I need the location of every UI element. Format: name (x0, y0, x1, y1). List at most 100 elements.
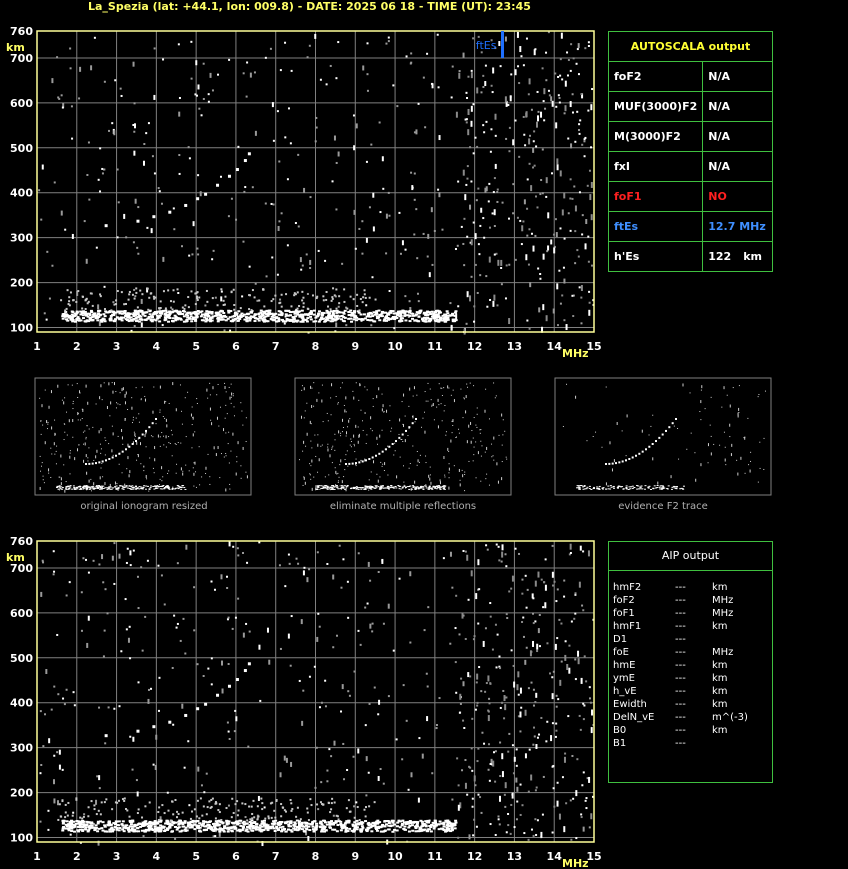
trace-e-point (443, 317, 447, 320)
trace-e-scatter (206, 806, 209, 809)
thumbnail-dot (55, 450, 57, 452)
trace-e-scatter (201, 814, 204, 817)
trace-e-point (411, 317, 415, 320)
noise-dot (330, 755, 333, 758)
trace-e-point (429, 317, 433, 320)
noise-dot (563, 237, 566, 240)
thumbnail-dot (212, 386, 214, 390)
noise-dot (569, 197, 572, 200)
thumbnail-e-trace (324, 485, 327, 487)
noise-dot (541, 813, 544, 816)
noise-dot (555, 729, 558, 732)
noise-dot (218, 831, 221, 837)
trace-e-point (261, 821, 265, 824)
trace-e-point (349, 317, 353, 320)
trace-e-point (196, 826, 200, 829)
thumbnail-dot (164, 417, 166, 419)
thumbnail-e-trace (138, 488, 141, 490)
thumbnail-dot (116, 402, 118, 404)
noise-dot (571, 754, 574, 757)
trace-e-scatter (295, 815, 298, 818)
trace-e-point (389, 311, 393, 314)
trace-e-point (154, 311, 158, 314)
thumbnail-dot (425, 400, 427, 402)
thumbnail-e-trace (85, 485, 88, 487)
trace-e-point (222, 315, 226, 318)
thumbnail-dot (430, 399, 432, 401)
thumbnail-dot (69, 455, 71, 459)
thumbnail-e-trace (157, 486, 160, 488)
noise-dot (551, 676, 554, 679)
noise-dot (438, 135, 441, 141)
trace-e-point (108, 310, 112, 313)
trace-e-point (297, 820, 301, 823)
thumbnail-e-trace (153, 488, 156, 490)
thumbnail-dot (353, 443, 355, 445)
thumbnail-f-trace (648, 445, 651, 448)
thumbnail-e-trace (109, 488, 112, 490)
noise-dot (484, 627, 487, 630)
thumbnail-dot (336, 473, 338, 475)
noise-dot (573, 185, 576, 188)
trace-e-point (240, 829, 244, 832)
thumbnail-dot (148, 490, 150, 492)
noise-dot (505, 613, 508, 616)
trace-e-scatter (246, 819, 249, 822)
trace-e-scatter (65, 307, 68, 310)
trace-e-point (384, 316, 388, 319)
trace-e-point (140, 318, 144, 321)
thumbnail-dot (439, 481, 441, 485)
trace-e-point (323, 821, 327, 824)
noise-dot (371, 630, 374, 633)
noise-dot (63, 703, 66, 706)
noise-dot (308, 675, 311, 678)
noise-dot (103, 629, 106, 632)
trace-e-point (363, 317, 367, 320)
noise-dot (495, 543, 498, 546)
trace-e-scatter (117, 799, 120, 802)
noise-dot (503, 717, 506, 720)
thumbnail-dot (337, 481, 339, 483)
thumbnail-f-trace (671, 422, 674, 425)
noise-dot (490, 128, 493, 131)
trace-e-point (75, 311, 79, 314)
trace-e-point (442, 319, 446, 322)
trace-e-point (333, 318, 337, 321)
trace-e-point (304, 318, 308, 321)
noise-dot (370, 143, 373, 146)
thumbnail-e-trace (429, 487, 432, 489)
thumbnail-dot (327, 443, 329, 445)
trace-e-point (369, 823, 373, 826)
thumbnail-e-trace (622, 488, 625, 490)
thumbnail-dot (143, 470, 145, 472)
thumbnail-dot (66, 434, 68, 436)
noise-dot (492, 760, 495, 767)
noise-dot (535, 145, 538, 148)
thumbnail-e-trace (370, 488, 373, 490)
trace-e-point (359, 830, 363, 833)
noise-dot (464, 759, 467, 762)
noise-dot (496, 633, 499, 636)
noise-dot (464, 550, 467, 553)
trace-e-point (402, 310, 406, 313)
noise-dot (47, 828, 50, 831)
noise-dot (486, 305, 489, 308)
noise-dot (99, 190, 102, 193)
thumbnail-e-trace (85, 488, 88, 490)
thumbnail-dot (63, 423, 65, 425)
noise-dot (588, 776, 591, 783)
trace-e-point (248, 319, 252, 322)
thumbnail-dot (144, 398, 146, 402)
trace-e-point (61, 822, 65, 825)
thumbnail-dot (310, 385, 312, 389)
noise-dot (514, 69, 517, 76)
noise-dot (450, 96, 453, 99)
noise-dot (286, 178, 289, 181)
trace-e-point (434, 320, 438, 323)
noise-dot (143, 143, 146, 146)
thumbnail-dot (738, 407, 740, 411)
trace-e-point (382, 319, 386, 322)
thumbnail-e-trace (156, 485, 159, 487)
trace-e-point (112, 312, 116, 315)
trace-e-point (270, 315, 274, 318)
